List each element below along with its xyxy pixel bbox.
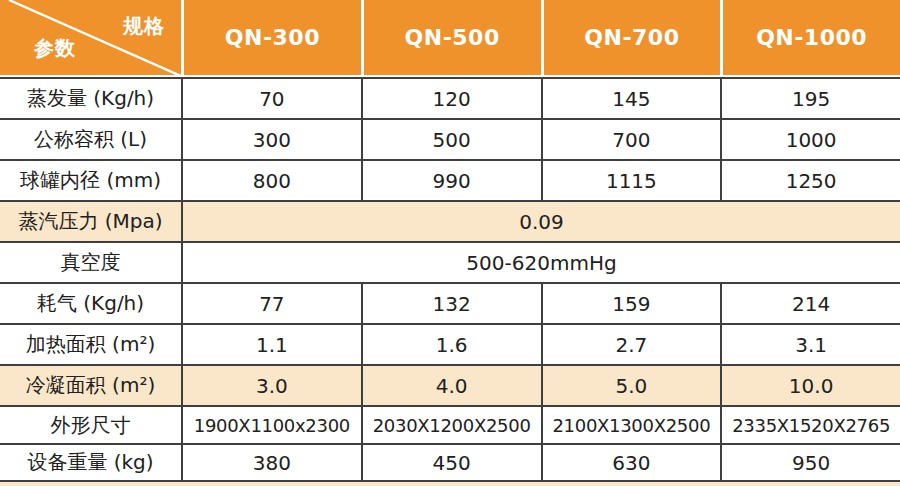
row-label: 蒸汽压力 (Mpa) bbox=[0, 202, 181, 241]
row-label: 冷凝面积 (m²) bbox=[0, 366, 181, 405]
value-cell: 1115 bbox=[541, 161, 721, 200]
value-cell: 5.0 bbox=[541, 366, 721, 405]
value-cell: 3.1 bbox=[720, 325, 900, 364]
value-cell: 300 bbox=[181, 120, 361, 159]
row-label: 加热面积 (m²) bbox=[0, 325, 181, 364]
value-cell: 500 bbox=[361, 120, 541, 159]
column-header-qn500: QN-500 bbox=[361, 0, 541, 75]
row-vacuum-degree: 真空度 500-620mmHg bbox=[0, 241, 900, 282]
value-cell: 132 bbox=[361, 284, 541, 323]
value-cell: 380 bbox=[181, 445, 361, 480]
value-cell: 630 bbox=[541, 445, 721, 480]
row-sphere-inner-diameter: 球罐内径 (mm) 800 990 1115 1250 bbox=[0, 159, 900, 200]
specification-table: 规格 参数 QN-300 QN-500 QN-700 QN-1000 蒸发量 (… bbox=[0, 0, 900, 486]
value-cell: 450 bbox=[361, 445, 541, 480]
column-header-qn1000: QN-1000 bbox=[720, 0, 900, 75]
bottom-accent-strip bbox=[0, 482, 900, 486]
value-cell: 1.6 bbox=[361, 325, 541, 364]
column-header-qn300: QN-300 bbox=[181, 0, 361, 75]
table-header-row: 规格 参数 QN-300 QN-500 QN-700 QN-1000 bbox=[0, 0, 900, 77]
row-condensing-area: 冷凝面积 (m²) 3.0 4.0 5.0 10.0 bbox=[0, 364, 900, 405]
value-cell: 1900X1100x2300 bbox=[181, 407, 361, 443]
value-cell: 950 bbox=[720, 445, 900, 480]
row-heating-area: 加热面积 (m²) 1.1 1.6 2.7 3.1 bbox=[0, 323, 900, 364]
row-steam-pressure: 蒸汽压力 (Mpa) 0.09 bbox=[0, 200, 900, 241]
value-cell: 800 bbox=[181, 161, 361, 200]
value-cell: 700 bbox=[541, 120, 721, 159]
value-cell: 77 bbox=[181, 284, 361, 323]
value-cell: 1.1 bbox=[181, 325, 361, 364]
value-cell: 159 bbox=[541, 284, 721, 323]
value-cell: 2100X1300X2500 bbox=[541, 407, 721, 443]
row-label: 球罐内径 (mm) bbox=[0, 161, 181, 200]
column-header-qn700: QN-700 bbox=[541, 0, 721, 75]
value-cell: 2030X1200X2500 bbox=[361, 407, 541, 443]
row-gas-consumption: 耗气 (Kg/h) 77 132 159 214 bbox=[0, 282, 900, 323]
value-cell: 1250 bbox=[720, 161, 900, 200]
row-label: 耗气 (Kg/h) bbox=[0, 284, 181, 323]
row-evaporation-capacity: 蒸发量 (Kg/h) 70 120 145 195 bbox=[0, 77, 900, 118]
row-label: 公称容积 (L) bbox=[0, 120, 181, 159]
row-label: 蒸发量 (Kg/h) bbox=[0, 79, 181, 118]
corner-label-param: 参数 bbox=[34, 35, 76, 62]
merged-value-cell: 0.09 bbox=[181, 202, 900, 241]
value-cell: 2335X1520X2765 bbox=[720, 407, 900, 443]
row-label: 设备重量 (kg) bbox=[0, 445, 181, 480]
value-cell: 70 bbox=[181, 79, 361, 118]
value-cell: 10.0 bbox=[720, 366, 900, 405]
merged-value-cell: 500-620mmHg bbox=[181, 243, 900, 282]
row-nominal-volume: 公称容积 (L) 300 500 700 1000 bbox=[0, 118, 900, 159]
value-cell: 145 bbox=[541, 79, 721, 118]
value-cell: 990 bbox=[361, 161, 541, 200]
value-cell: 1000 bbox=[720, 120, 900, 159]
value-cell: 120 bbox=[361, 79, 541, 118]
row-label: 真空度 bbox=[0, 243, 181, 282]
row-label: 外形尺寸 bbox=[0, 407, 181, 443]
value-cell: 195 bbox=[720, 79, 900, 118]
corner-label-spec: 规格 bbox=[123, 13, 165, 40]
row-overall-dimensions: 外形尺寸 1900X1100x2300 2030X1200X2500 2100X… bbox=[0, 405, 900, 443]
value-cell: 3.0 bbox=[181, 366, 361, 405]
value-cell: 214 bbox=[720, 284, 900, 323]
corner-cell: 规格 参数 bbox=[0, 0, 181, 75]
row-equipment-weight: 设备重量 (kg) 380 450 630 950 bbox=[0, 443, 900, 480]
value-cell: 4.0 bbox=[361, 366, 541, 405]
value-cell: 2.7 bbox=[541, 325, 721, 364]
